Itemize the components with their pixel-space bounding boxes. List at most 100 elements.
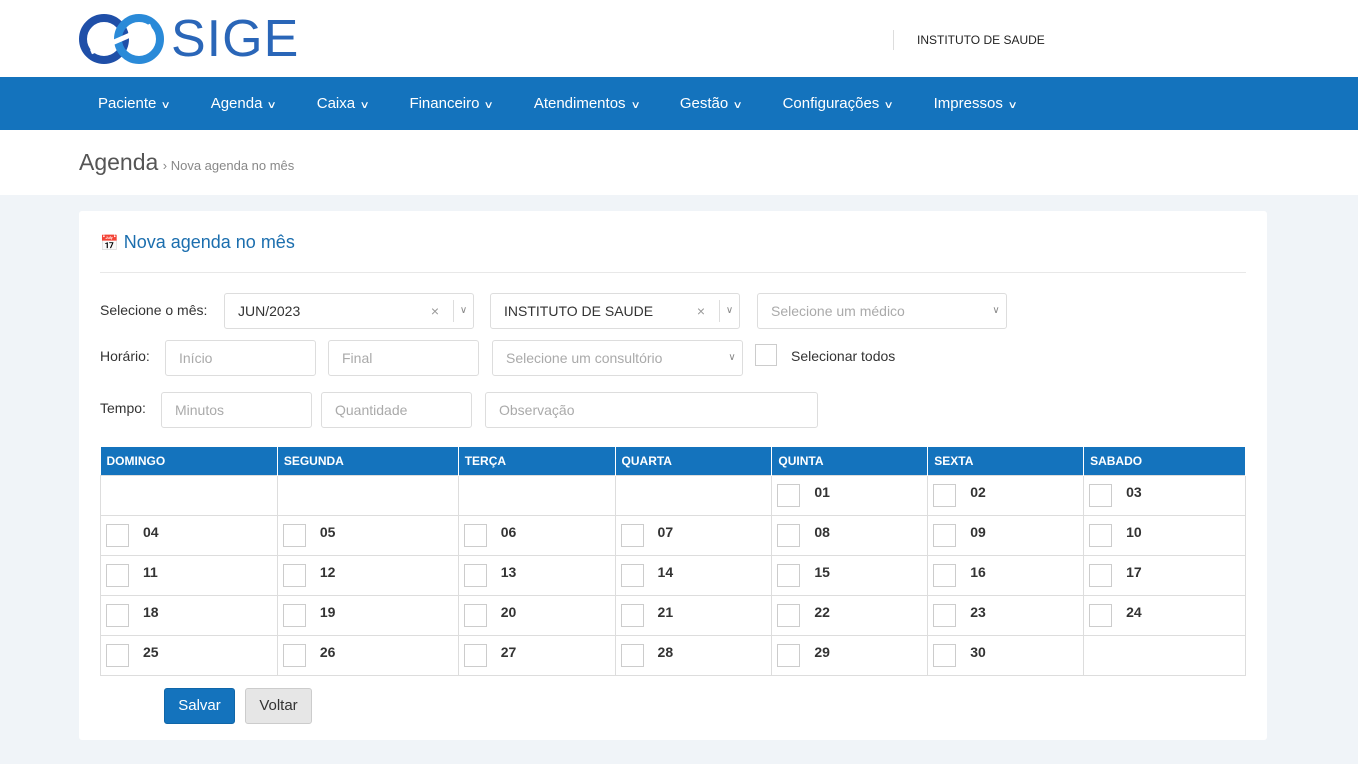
day-number: 01 — [814, 483, 830, 500]
day-number: 14 — [657, 563, 674, 580]
day-checkbox[interactable] — [933, 483, 957, 507]
day-checkbox[interactable] — [282, 603, 306, 627]
day-number: 10 — [1126, 523, 1142, 540]
calendar-day: 26 — [276, 634, 459, 676]
chevron-down-icon: ∨ — [728, 352, 736, 363]
select-all-label: Selecionar todos — [791, 348, 896, 364]
day-number: 12 — [319, 563, 336, 580]
day-checkbox[interactable] — [463, 643, 487, 667]
chevron-down-icon: ∨ — [992, 305, 1000, 316]
day-checkbox[interactable] — [933, 643, 957, 667]
day-header: QUARTA — [615, 447, 773, 475]
day-checkbox[interactable] — [620, 603, 644, 627]
institution-select[interactable]: INSTITUTO DE SAUDE × ∨ — [490, 293, 740, 329]
save-button[interactable]: Salvar — [164, 688, 235, 724]
select-all-checkbox[interactable] — [755, 344, 777, 366]
page-title: Agenda — [79, 149, 159, 175]
nav-impressos[interactable]: Impressos ∨ — [934, 77, 1018, 130]
calendar-day: 18 — [100, 594, 278, 636]
minutes-input[interactable]: Minutos — [161, 392, 312, 428]
day-number: 03 — [1126, 483, 1142, 500]
month-select[interactable]: JUN/2023 × ∨ — [224, 293, 474, 329]
calendar-day: 22 — [771, 594, 929, 636]
day-checkbox[interactable] — [933, 603, 957, 627]
observation-input[interactable]: Observação — [485, 392, 818, 428]
calendar-day: 15 — [771, 554, 929, 596]
back-button[interactable]: Voltar — [245, 688, 312, 724]
day-checkbox[interactable] — [106, 643, 129, 667]
nav-caixa[interactable]: Caixa ∨ — [317, 77, 370, 130]
day-checkbox[interactable] — [463, 523, 487, 547]
day-checkbox[interactable] — [777, 643, 801, 667]
day-header: SABADO — [1083, 447, 1246, 475]
clear-icon[interactable]: × — [430, 303, 439, 319]
tempo-label: Tempo: — [100, 400, 146, 416]
chevron-down-icon: ∨ — [453, 300, 473, 322]
logo[interactable]: SIGE — [79, 12, 299, 66]
nav-gestao[interactable]: Gestão ∨ — [680, 77, 743, 130]
calendar-day: 13 — [457, 554, 616, 596]
calendar-day: 02 — [927, 474, 1085, 516]
day-checkbox[interactable] — [777, 603, 801, 627]
day-checkbox[interactable] — [282, 523, 306, 547]
day-checkbox[interactable] — [620, 643, 644, 667]
calendar-day — [276, 474, 459, 516]
end-input[interactable]: Final — [328, 340, 479, 376]
day-checkbox[interactable] — [777, 523, 801, 547]
day-number: 07 — [657, 523, 674, 540]
day-checkbox[interactable] — [777, 563, 801, 587]
day-checkbox[interactable] — [933, 563, 957, 587]
day-checkbox[interactable] — [620, 523, 644, 547]
clear-icon[interactable]: × — [696, 303, 705, 319]
day-number: 29 — [814, 643, 830, 660]
day-checkbox[interactable] — [282, 643, 306, 667]
day-checkbox[interactable] — [106, 603, 129, 627]
calendar-day: 27 — [457, 634, 616, 676]
day-checkbox[interactable] — [1089, 563, 1113, 587]
calendar-day: 04 — [100, 514, 278, 556]
day-checkbox[interactable] — [106, 563, 129, 587]
day-checkbox[interactable] — [282, 563, 306, 587]
calendar-day: 23 — [927, 594, 1085, 636]
day-number: 09 — [970, 523, 986, 540]
logo-text: SIGE — [171, 10, 300, 68]
chevron-down-icon: ∨ — [160, 100, 172, 111]
office-select[interactable]: Selecione um consultório ∨ — [492, 340, 743, 376]
calendar-day: 11 — [100, 554, 278, 596]
start-input[interactable]: Início — [165, 340, 316, 376]
calendar-day: 30 — [927, 634, 1085, 676]
nav-agenda[interactable]: Agenda ∨ — [211, 77, 278, 130]
nav-financeiro[interactable]: Financeiro ∨ — [409, 77, 494, 130]
day-checkbox[interactable] — [463, 563, 487, 587]
day-checkbox[interactable] — [777, 483, 801, 507]
day-checkbox[interactable] — [1089, 523, 1113, 547]
calendar-day: 03 — [1083, 474, 1246, 516]
calendar-day: 21 — [614, 594, 773, 636]
calendar-day — [457, 474, 616, 516]
day-checkbox[interactable] — [1089, 603, 1113, 627]
day-checkbox[interactable] — [463, 603, 487, 627]
top-header: SIGE INSTITUTO DE SAUDE — [0, 0, 1358, 77]
calendar-day: 28 — [614, 634, 773, 676]
main-nav: Paciente ∨ Agenda ∨ Caixa ∨ Financeiro ∨ Ate… — [0, 77, 1358, 130]
calendar-day: 20 — [457, 594, 616, 636]
day-number: 18 — [143, 603, 159, 620]
day-checkbox[interactable] — [620, 563, 644, 587]
day-checkbox[interactable] — [1089, 483, 1113, 507]
day-header: TERÇA — [458, 447, 616, 475]
day-number: 19 — [319, 603, 336, 620]
day-checkbox[interactable] — [106, 523, 129, 547]
nav-paciente[interactable]: Paciente ∨ — [98, 77, 172, 130]
doctor-select[interactable]: Selecione um médico ∨ — [757, 293, 1007, 329]
nav-atendimentos[interactable]: Atendimentos ∨ — [534, 77, 641, 130]
nav-configuracoes[interactable]: Configurações ∨ — [783, 77, 895, 130]
day-number: 16 — [970, 563, 986, 580]
calendar-day — [1083, 634, 1246, 676]
calendar-day: 10 — [1083, 514, 1246, 556]
calendar-week: 25 26 27 28 29 30 — [100, 634, 1246, 676]
day-checkbox[interactable] — [933, 523, 957, 547]
calendar-day — [614, 474, 773, 516]
day-header: SEGUNDA — [277, 447, 459, 475]
quantity-input[interactable]: Quantidade — [321, 392, 472, 428]
day-number: 13 — [500, 563, 517, 580]
